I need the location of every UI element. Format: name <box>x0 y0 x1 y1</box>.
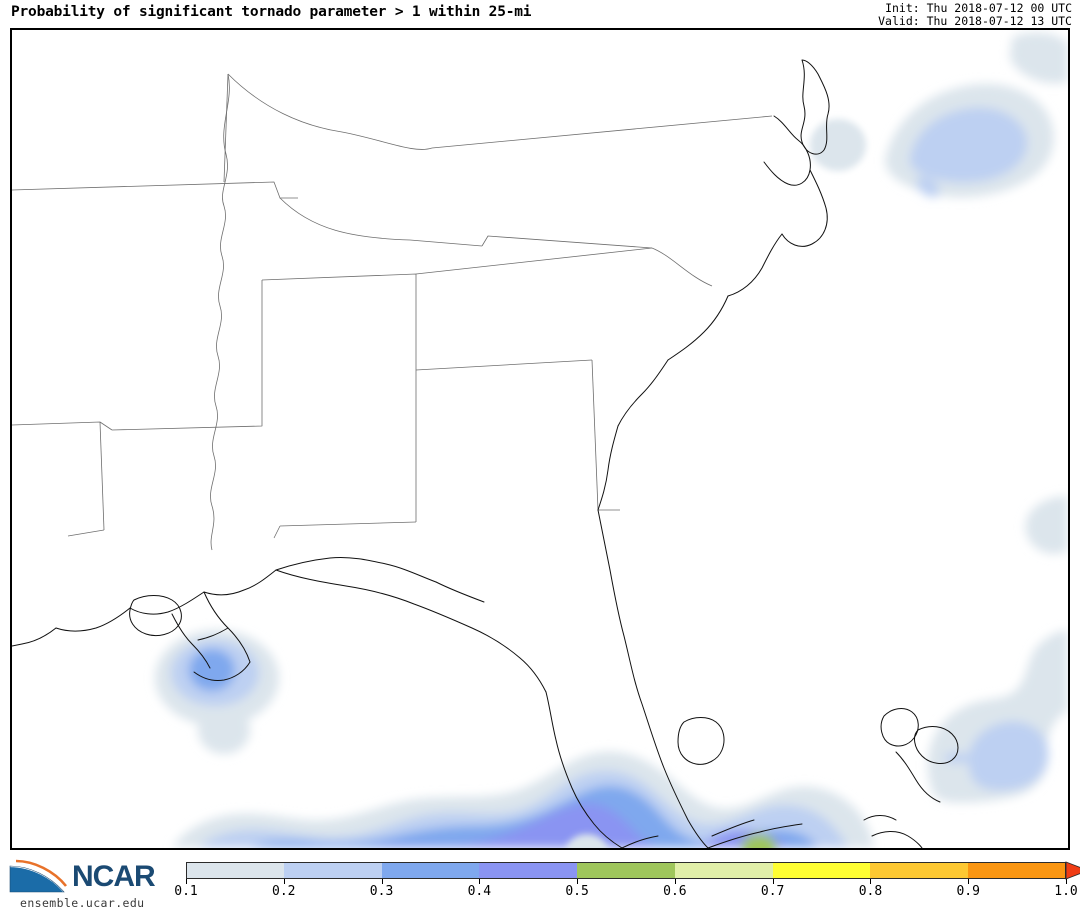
colorbar-tick-label: 0.7 <box>760 884 785 899</box>
coastlines <box>12 59 959 848</box>
probability-colorbar: 0.1 0.2 0.3 0.4 0.5 0.6 0.7 0.8 0.9 1.0 <box>174 861 1080 912</box>
colorbar-tick <box>870 879 872 884</box>
forecast-time-metadata: Init: Thu 2018-07-12 00 UTC Valid: Thu 2… <box>878 2 1072 28</box>
colorbar-gradient <box>186 862 1067 879</box>
colorbar-tick <box>381 879 383 884</box>
colorbar-tick-label: 0.1 <box>174 884 198 899</box>
footer: NCAR ensemble.ucar.edu 0.1 0.2 0.3 0.4 0.5 0.… <box>0 852 1080 915</box>
colorbar-tick-label: 0.4 <box>467 884 492 899</box>
colorbar-tick-label: 0.8 <box>858 884 883 899</box>
colorbar-tick <box>1066 879 1067 884</box>
colorbar-tick <box>577 879 579 884</box>
map-canvas <box>12 32 1068 848</box>
colorbar-tick <box>186 879 187 884</box>
colorbar-tick-label: 0.9 <box>956 884 980 899</box>
colorbar-tick-label: 0.5 <box>565 884 589 899</box>
colorbar-tick-label: 0.6 <box>663 884 687 899</box>
colorbar-segment <box>674 862 774 879</box>
valid-time: Valid: Thu 2018-07-12 13 UTC <box>878 14 1072 28</box>
init-time: Init: Thu 2018-07-12 00 UTC <box>885 1 1072 15</box>
colorbar-tick-label: 1.0 <box>1054 884 1078 899</box>
colorbar-tick-label: 0.2 <box>272 884 296 899</box>
ncar-logo-mark <box>9 859 68 895</box>
forecast-map <box>10 28 1070 850</box>
colorbar-tick <box>674 879 676 884</box>
colorbar-tick <box>283 879 285 884</box>
colorbar-segment <box>381 862 480 879</box>
ncar-logo: NCAR ensemble.ucar.edu <box>4 856 180 912</box>
colorbar-extend-arrow <box>1065 861 1080 880</box>
colorbar-segment <box>772 862 872 879</box>
contour-bahamas-band <box>927 496 1068 803</box>
ncar-url: ensemble.ucar.edu <box>20 896 145 910</box>
colorbar-tick <box>968 879 970 884</box>
map-outlines <box>12 73 773 551</box>
contour-gulf-isolated-blob <box>566 834 608 848</box>
colorbar-segment <box>186 862 285 879</box>
colorbar-tick <box>772 879 774 884</box>
colorbar-segment <box>577 862 676 879</box>
colorbar-tick <box>479 879 481 884</box>
contour-south-florida-maximum <box>172 751 874 848</box>
probability-contour-layer <box>155 32 1068 848</box>
colorbar-tick-label: 0.3 <box>369 884 394 899</box>
colorbar-segment <box>870 862 969 879</box>
colorbar-segment <box>968 862 1067 879</box>
colorbar-segment <box>283 862 383 879</box>
ncar-wordmark: NCAR <box>72 860 156 893</box>
colorbar-segment <box>479 862 578 879</box>
page-title: Probability of significant tornado param… <box>11 4 532 20</box>
contour-cape-hatteras <box>810 119 866 171</box>
contour-northern-gulf <box>155 630 279 754</box>
contour-offshore-mid-atlantic <box>885 32 1068 198</box>
